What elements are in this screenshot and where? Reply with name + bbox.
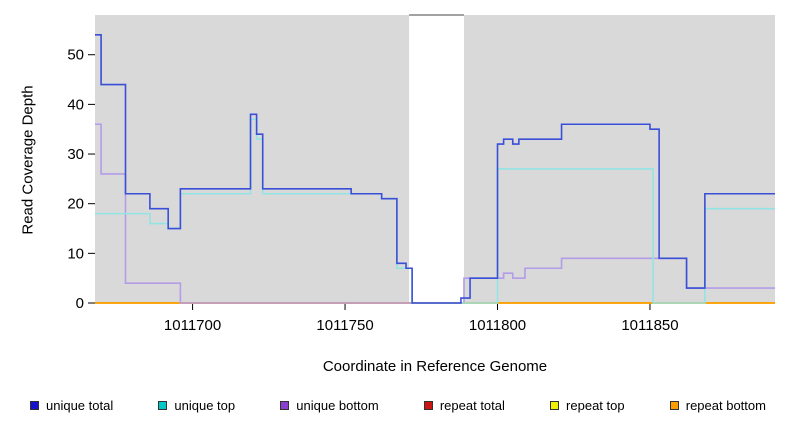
x-tick-label: 1011750 — [316, 317, 373, 334]
y-tick-label: 40 — [67, 96, 84, 113]
y-tick-label: 10 — [67, 245, 84, 262]
legend-label: unique top — [174, 398, 236, 413]
y-tick-label: 50 — [67, 47, 84, 64]
legend-label: repeat total — [439, 398, 505, 413]
repeat-bottom-swatch-icon — [669, 401, 679, 410]
series-line-unique-total — [95, 34, 775, 304]
legend-label: repeat top — [566, 398, 625, 413]
y-tick-label: 20 — [67, 196, 84, 213]
coverage-plot: 0 10 20 30 40 50 1011700 1011750 1011800 1011850 — [67, 14, 775, 334]
plot-background-band — [463, 15, 775, 303]
legend-item-repeat-top: repeat top — [550, 398, 625, 413]
y-tick-label: 30 — [67, 146, 84, 163]
legend-label: repeat bottom — [685, 398, 766, 413]
legend-item-unique-top: unique top — [158, 398, 235, 413]
unique-top-swatch-icon — [158, 401, 168, 410]
legend-item-repeat-bottom: repeat bottom — [669, 398, 766, 413]
y-tick-label: 0 — [76, 295, 84, 312]
legend-item-unique-total: unique total — [30, 398, 113, 413]
unique-bottom-swatch-icon — [280, 401, 290, 410]
legend-item-unique-bottom: unique bottom — [280, 398, 379, 413]
x-tick-label: 1011800 — [469, 317, 526, 334]
x-tick-label: 1011700 — [164, 317, 221, 334]
repeat-total-swatch-icon — [423, 401, 433, 410]
legend: unique total unique top unique bottom re… — [0, 398, 792, 413]
legend-label: unique total — [46, 398, 114, 413]
x-axis-label: Coordinate in Reference Genome — [322, 358, 548, 375]
repeat-top-swatch-icon — [550, 401, 560, 410]
legend-label: unique bottom — [296, 398, 379, 413]
y-axis-label: Read Coverage Depth — [19, 85, 37, 235]
plot-background-band — [95, 15, 410, 303]
unique-total-swatch-icon — [30, 401, 39, 410]
legend-item-repeat-total: repeat total — [423, 398, 505, 413]
x-tick-label: 1011850 — [621, 317, 678, 334]
